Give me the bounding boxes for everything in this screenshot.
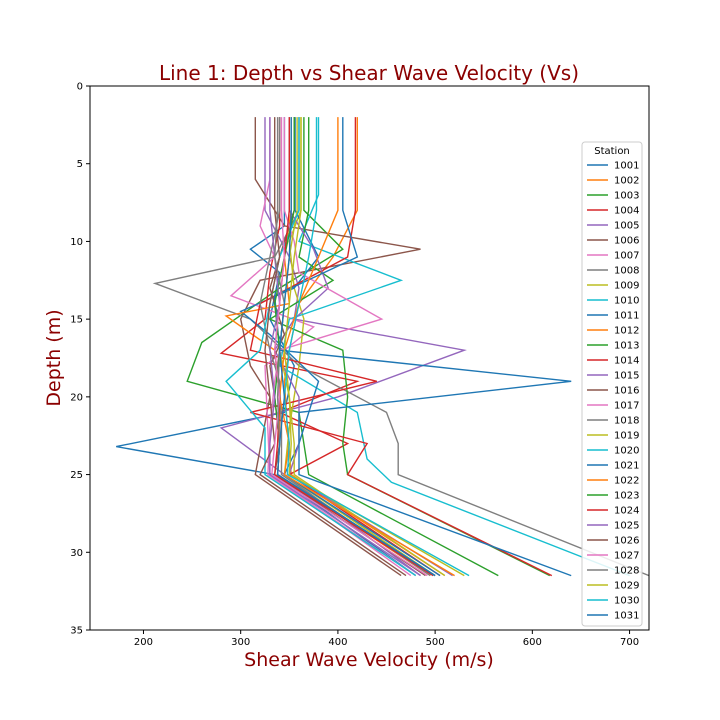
y-tick-label: 0 [77,82,83,93]
legend-label-1006: 1006 [614,236,639,247]
legend-label-1014: 1014 [614,356,639,367]
legend-label-1005: 1005 [614,221,639,232]
legend-label-1010: 1010 [614,296,639,307]
series-line-1003 [186,117,499,577]
legend-box [581,141,643,627]
x-axis-label: Shear Wave Velocity (m/s) [244,649,494,671]
x-tick-label: 600 [523,637,542,648]
legend-label-1003: 1003 [614,191,639,202]
series-line-1027 [271,117,428,577]
series-line-1007 [229,117,412,577]
series-line-1030 [283,117,470,577]
legend-title: Station [594,146,630,157]
legend-label-1009: 1009 [614,281,639,292]
y-tick-label: 10 [70,237,83,248]
legend-label-1027: 1027 [614,551,639,562]
y-axis: 0 5 10 15 20 25 30 35 [70,82,90,637]
legend-label-1019: 1019 [614,431,639,442]
legend-label-1020: 1020 [614,446,639,457]
legend-label-1017: 1017 [614,401,639,412]
x-tick-label: 400 [328,637,347,648]
x-tick-label: 700 [620,637,639,648]
x-tick-label: 200 [134,637,153,648]
series-line-1011 [239,117,441,577]
plot-lines [116,117,649,577]
legend-label-1022: 1022 [614,476,639,487]
series-line-1014 [249,117,553,577]
legend-label-1023: 1023 [614,491,639,502]
legend-label-1031: 1031 [614,611,639,622]
legend-label-1016: 1016 [614,386,639,397]
plot-frame [89,85,650,631]
series-line-1020 [225,117,417,577]
series-line-1031 [276,117,436,577]
legend-label-1021: 1021 [614,461,639,472]
series-line-1009 [283,117,436,577]
legend-label-1030: 1030 [614,596,639,607]
legend-items: 1001 1002 1003 1004 1005 1006 1007 1008 1009 1010… [587,161,639,622]
series-line-1017 [267,117,417,577]
legend-label-1012: 1012 [614,326,639,337]
legend-label-1029: 1029 [614,581,639,592]
y-axis-label: Depth (m) [43,309,65,406]
legend-label-1013: 1013 [614,341,639,352]
legend-label-1025: 1025 [614,521,639,532]
chart-title: Line 1: Depth vs Shear Wave Velocity (Vs… [159,61,579,85]
y-tick-label: 25 [70,470,83,481]
legend-label-1002: 1002 [614,176,639,187]
legend-label-1004: 1004 [614,206,639,217]
series-line-1029 [283,117,465,577]
y-tick-label: 5 [77,159,83,170]
legend-label-1001: 1001 [614,161,639,172]
series-line-1010 [278,117,630,577]
y-tick-label: 15 [70,315,83,326]
y-tick-label: 20 [70,392,83,403]
legend-label-1026: 1026 [614,536,639,547]
x-tick-label: 500 [426,637,445,648]
y-tick-label: 35 [70,626,83,637]
legend-label-1018: 1018 [614,416,639,427]
legend-label-1024: 1024 [614,506,639,517]
legend-label-1008: 1008 [614,266,639,277]
series-line-1025 [269,117,421,577]
legend-label-1015: 1015 [614,371,639,382]
y-tick-label: 30 [70,548,83,559]
series-line-1001 [116,117,417,577]
legend-label-1028: 1028 [614,566,639,577]
x-tick-label: 300 [231,637,250,648]
x-axis: 200 300 400 500 600 700 [134,630,639,648]
legend: Station 1001 1002 1003 1004 1005 1006 1007 1008… [581,141,643,627]
legend-label-1007: 1007 [614,251,639,262]
legend-label-1011: 1011 [614,311,639,322]
